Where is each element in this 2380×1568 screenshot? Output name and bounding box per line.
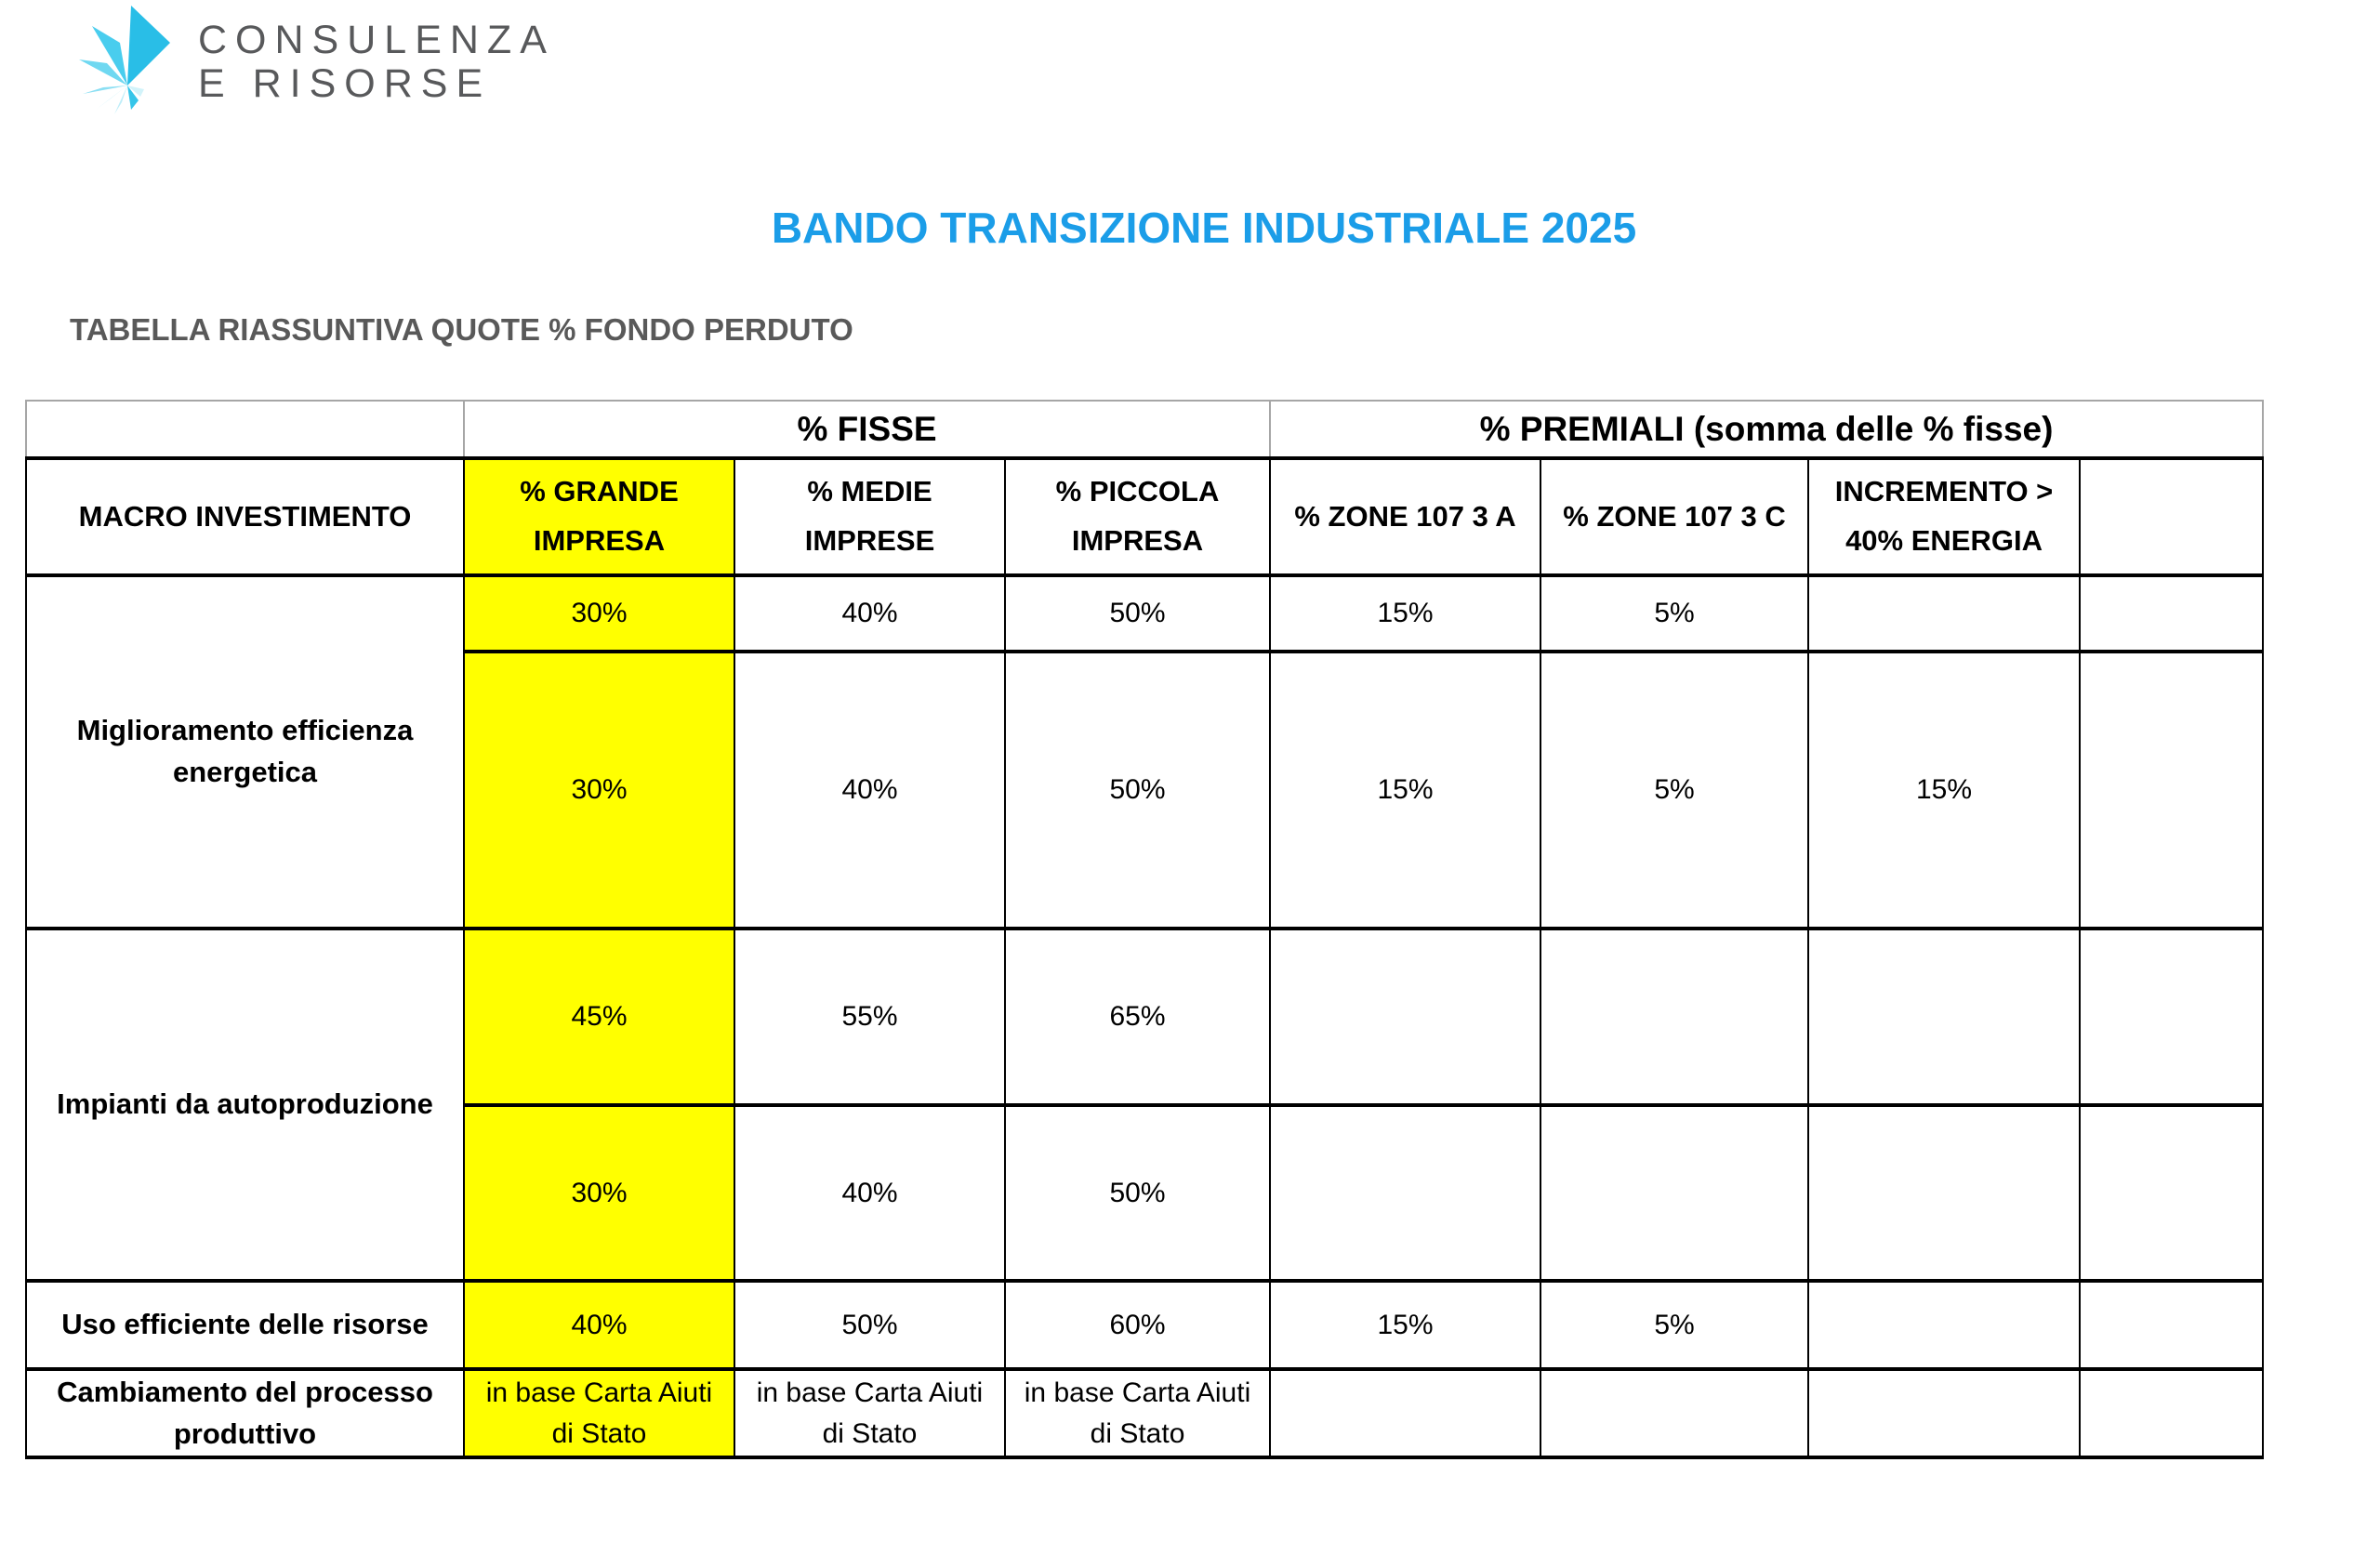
table-cell <box>1807 1367 2082 1459</box>
table-cell <box>1540 1367 1810 1459</box>
table-cell <box>1807 573 2082 653</box>
table-cell <box>2079 1103 2265 1283</box>
table-cell: 5% <box>1540 573 1810 653</box>
table-cell: 40% <box>734 573 1006 653</box>
table-cell: 40% <box>734 650 1006 930</box>
logo-wordmark-line1: CONSULENZA <box>198 18 555 62</box>
summary-table: % FISSE % PREMIALI (somma delle % fisse)… <box>25 400 2265 1459</box>
table-cell: in base Carta Aiuti di Stato <box>463 1367 735 1459</box>
table-cell <box>1269 1367 1542 1459</box>
table-row: Miglioramento efficienza energetica 30% … <box>25 573 2265 930</box>
table-cell <box>1807 1103 2082 1283</box>
table-cell <box>2079 927 2265 1107</box>
table-cell <box>1269 1103 1542 1283</box>
table-cell <box>1540 927 1810 1107</box>
table-cell <box>2079 1279 2265 1371</box>
table-cell: 50% <box>1003 650 1272 930</box>
table-row: Uso efficiente delle risorse 40% 50% 60%… <box>25 1279 2265 1371</box>
table-cell: in base Carta Aiuti di Stato <box>734 1367 1006 1459</box>
group-header-premiali: % PREMIALI (somma delle % fisse) <box>1269 400 2265 459</box>
page-title: BANDO TRANSIZIONE INDUSTRIALE 2025 <box>771 204 1637 252</box>
col-header-empty <box>2079 456 2265 577</box>
logo-wordmark: CONSULENZA E RISORSE <box>198 19 555 106</box>
table-caption: TABELLA RIASSUNTIVA QUOTE % FONDO PERDUT… <box>70 312 853 347</box>
table-cell: 5% <box>1540 1279 1810 1371</box>
table-cell: 50% <box>1003 1103 1272 1283</box>
col-header-zone-107-3-a: % ZONE 107 3 A <box>1269 456 1542 577</box>
table-cell: 30% <box>463 1103 735 1283</box>
col-header-medie-imprese: % MEDIE IMPRESE <box>734 456 1006 577</box>
table-cell <box>1269 927 1542 1107</box>
table-cell <box>2079 650 2265 930</box>
table-cell: 15% <box>1269 573 1542 653</box>
col-header-zone-107-3-c: % ZONE 107 3 C <box>1540 456 1810 577</box>
col-header-macro-investimento: MACRO INVESTIMENTO <box>25 456 465 577</box>
table-cell: 45% <box>463 927 735 1107</box>
col-header-grande-impresa: % GRANDE IMPRESA <box>463 456 735 577</box>
table-cell: in base Carta Aiuti di Stato <box>1003 1367 1272 1459</box>
col-header-incremento-energia: INCREMENTO > 40% ENERGIA <box>1807 456 2082 577</box>
table-row: 30% 40% 50% 15% 5% 15% <box>26 650 2265 930</box>
table-cell: 30% <box>463 573 735 653</box>
row-label-cambiamento-processo: Cambiamento del processo produttivo <box>25 1367 465 1459</box>
table-row: Cambiamento del processo produttivo in b… <box>25 1367 2265 1459</box>
table-cell <box>2079 573 2265 653</box>
table-cell: 5% <box>1540 650 1810 930</box>
table-cell <box>1807 1279 2082 1371</box>
group-header-fisse: % FISSE <box>462 400 1272 459</box>
table-cell: 15% <box>1269 1279 1542 1371</box>
col-header-piccola-impresa: % PICCOLA IMPRESA <box>1003 456 1272 577</box>
row-label-uso-efficiente-risorse: Uso efficiente delle risorse <box>25 1279 465 1371</box>
row-label-impianti-autoproduzione: Impianti da autoproduzione <box>25 927 465 1283</box>
logo: CONSULENZA E RISORSE <box>79 6 555 115</box>
table-cell <box>1807 927 2082 1107</box>
table-row: Impianti da autoproduzione 45% 55% 65% <box>25 927 2265 1283</box>
table-cell: 50% <box>1003 573 1272 653</box>
table-cell: 15% <box>1807 650 2082 930</box>
table-cell: 65% <box>1003 927 1272 1107</box>
table-row: 30% 40% 50% <box>26 1103 2265 1283</box>
table-cell: 40% <box>734 1103 1006 1283</box>
table-cell <box>1540 1103 1810 1283</box>
table-cell: 30% <box>463 650 735 930</box>
table-cell: 40% <box>463 1279 735 1371</box>
row-label-miglioramento-efficienza: Miglioramento efficienza energetica <box>25 573 465 930</box>
table-cell: 60% <box>1003 1279 1272 1371</box>
table-cell: 50% <box>734 1279 1006 1371</box>
table-cell: 15% <box>1269 650 1542 930</box>
table-cell <box>2079 1367 2265 1459</box>
logo-wordmark-line2: E RISORSE <box>198 61 492 106</box>
column-header-row: MACRO INVESTIMENTO % GRANDE IMPRESA % ME… <box>25 456 2265 577</box>
group-header-row: % FISSE % PREMIALI (somma delle % fisse) <box>25 400 2265 459</box>
group-header-corner <box>25 400 465 459</box>
starburst-arrow-icon <box>79 6 170 114</box>
table-cell: 55% <box>734 927 1006 1107</box>
